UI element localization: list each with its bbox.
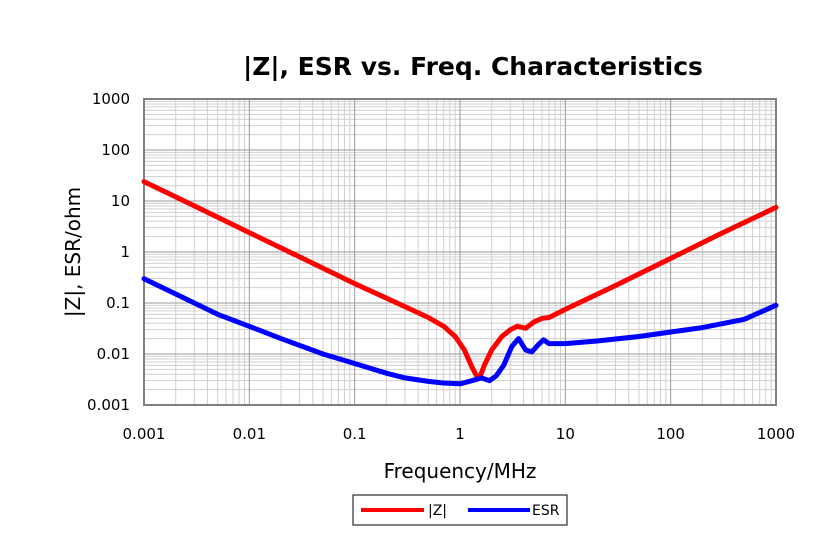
series-line-z [141,179,779,380]
y-axis-label: |Z|, ESR/ohm [61,187,85,317]
y-tick-label: 1 [120,243,130,261]
x-axis-label: Frequency/MHz [384,459,537,483]
y-tick-label: 10 [111,192,130,210]
y-tick-label: 0.1 [106,294,130,312]
x-tick-labels: 0.001 0.01 0.1 1 10 100 1000 [123,425,796,443]
x-tick-label: 0.1 [343,425,367,443]
x-tick-label: 0.01 [233,425,266,443]
legend-label-esr: ESR [532,503,560,519]
x-tick-label: 100 [656,425,685,443]
series-layer [141,179,779,387]
y-tick-label: 0.001 [87,396,130,414]
y-tick-label: 0.01 [97,345,130,363]
x-tick-label: 10 [556,425,575,443]
legend: |Z| ESR [352,494,568,526]
y-tick-label: 100 [101,141,130,159]
series-line-esr [141,276,779,387]
x-tick-label: 1000 [757,425,795,443]
plot-border [143,98,777,406]
x-tick-label: 1 [455,425,465,443]
y-tick-label: 1000 [92,90,130,108]
y-tick-labels: 0.001 0.01 0.1 1 10 100 1000 [87,90,130,414]
chart-title: |Z|, ESR vs. Freq. Characteristics [243,52,703,81]
legend-label-z: |Z| [428,503,447,519]
x-tick-label: 0.001 [123,425,166,443]
